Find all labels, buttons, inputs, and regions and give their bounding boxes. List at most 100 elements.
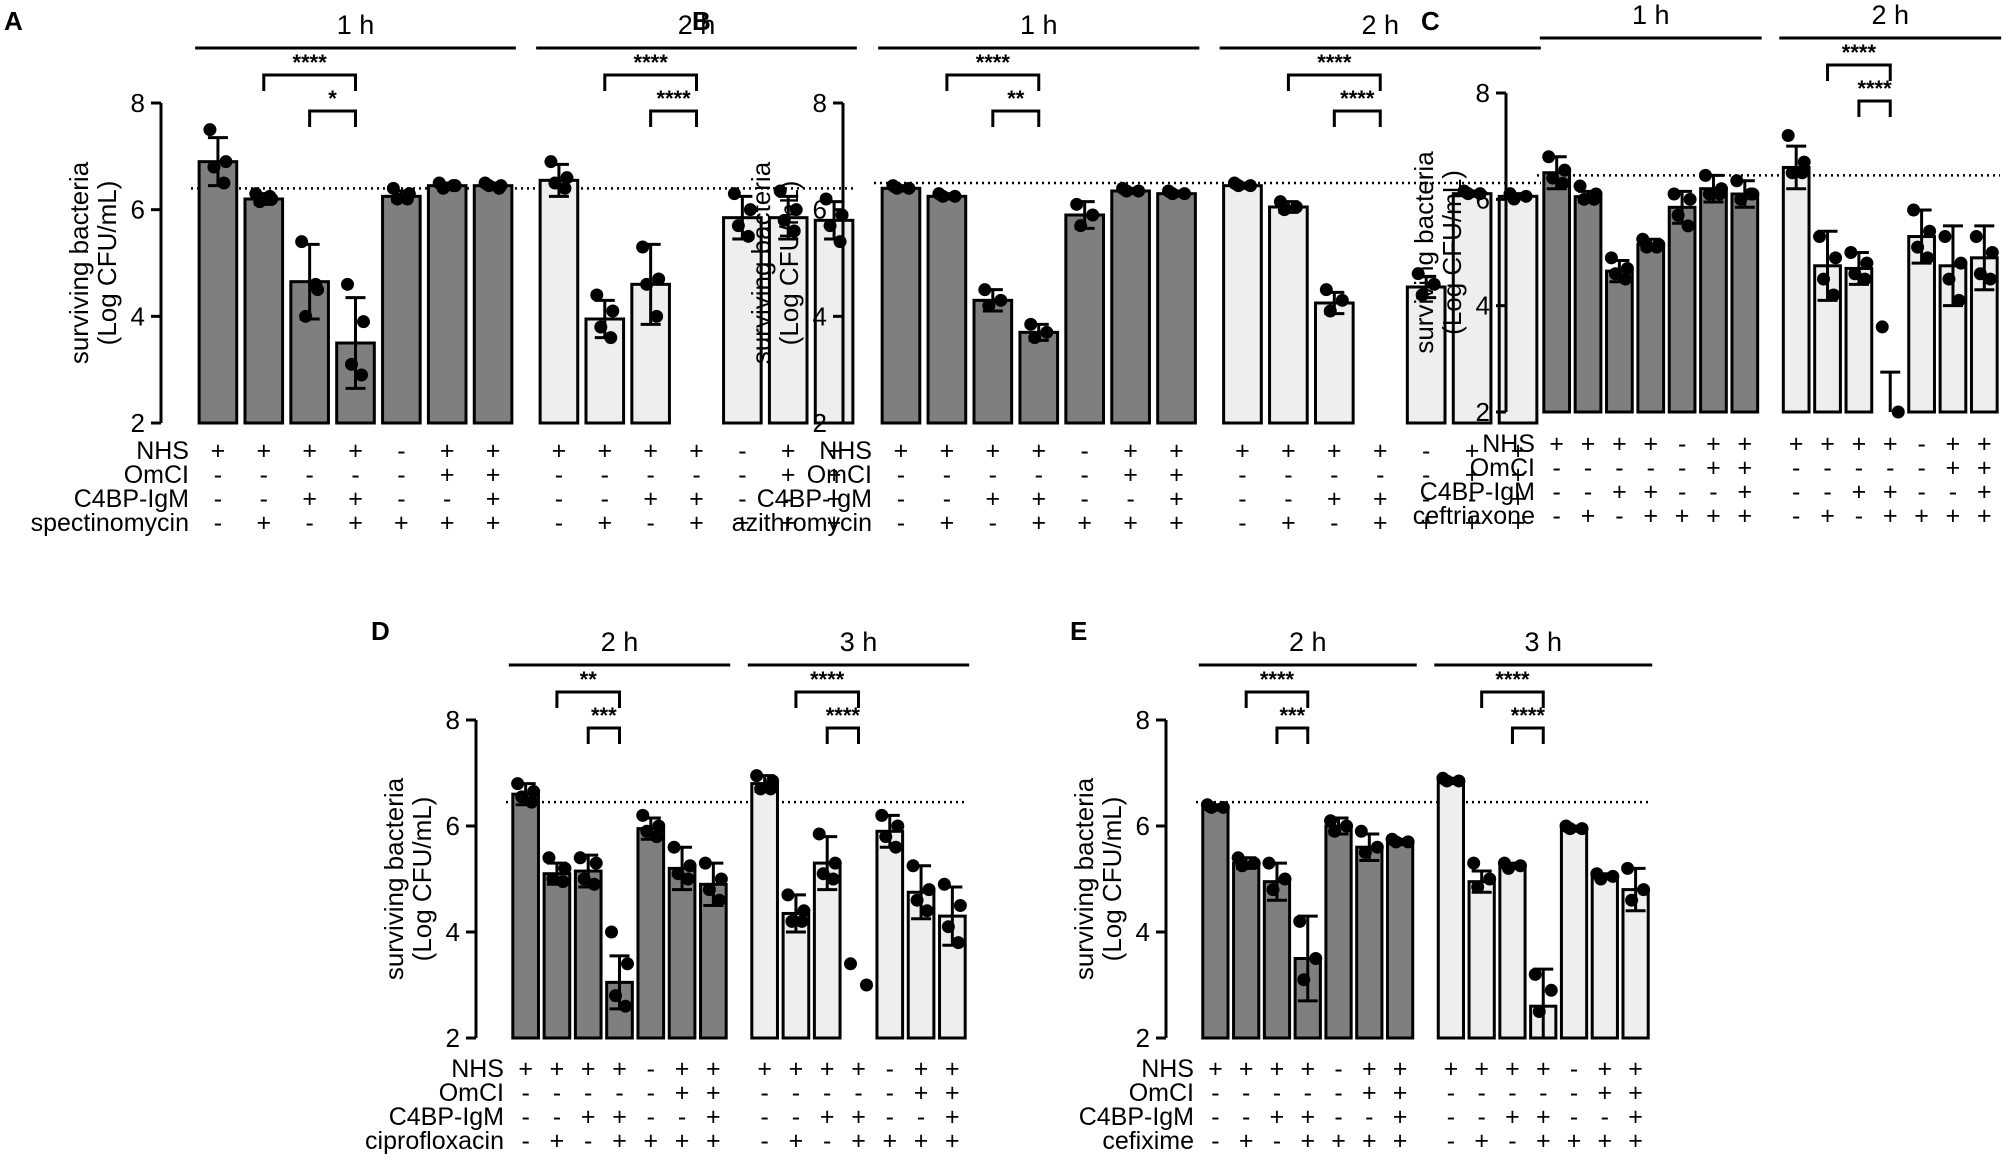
condition-sign: - <box>989 509 997 537</box>
significance-label: **** <box>1511 703 1546 728</box>
data-point <box>1620 261 1634 275</box>
data-point <box>1204 800 1218 814</box>
y-tick-label: 4 <box>1476 291 1490 321</box>
condition-sign: - <box>1584 478 1592 506</box>
data-point <box>773 184 787 198</box>
bar <box>938 914 967 1040</box>
condition-sign: - <box>1553 502 1561 530</box>
condition-sign: + <box>1300 1103 1315 1131</box>
condition-sign: + <box>1505 1103 1520 1131</box>
condition-sign: + <box>1706 502 1721 530</box>
data-point <box>671 867 685 881</box>
condition-sign: + <box>1239 1127 1254 1155</box>
condition-sign: - <box>214 485 222 513</box>
condition-sign: - <box>1035 461 1043 489</box>
significance-bracket <box>1480 690 1545 708</box>
condition-sign: - <box>1647 454 1655 482</box>
panel-c: C 2 4 6 8 surviving bacteria(Log CFU/mL) 1 h 2 … <box>1409 0 2002 530</box>
condition-sign: - <box>1917 454 1925 482</box>
data-point <box>492 181 506 195</box>
condition-sign: + <box>211 437 226 465</box>
significance-bracket <box>1286 73 1382 91</box>
condition-sign: + <box>1031 437 1046 465</box>
condition-sign: + <box>1362 1127 1377 1155</box>
data-point <box>1952 293 1966 307</box>
data-point <box>731 219 745 233</box>
condition-sign: - <box>521 1103 529 1131</box>
data-point <box>1542 150 1556 164</box>
condition-sign: + <box>440 437 455 465</box>
condition-sign: + <box>1474 1055 1489 1083</box>
condition-sign: - <box>443 485 451 513</box>
condition-row-label: NHS <box>1141 1055 1194 1083</box>
condition-sign: + <box>612 1103 627 1131</box>
data-point <box>558 181 572 195</box>
condition-sign: + <box>914 1127 929 1155</box>
data-point <box>652 272 666 286</box>
condition-sign: + <box>1505 1055 1520 1083</box>
data-point <box>1070 197 1084 211</box>
condition-sign: - <box>1570 1103 1578 1131</box>
data-point <box>1637 883 1651 897</box>
y-tick-label: 4 <box>1136 917 1150 947</box>
condition-sign: + <box>612 1055 627 1083</box>
panel-d: D 2 4 6 8 surviving bacteria(Log CFU/mL) 2 h 3 … <box>365 616 970 1155</box>
significance-bracket <box>555 690 621 708</box>
condition-sign: + <box>256 437 271 465</box>
data-point <box>1813 230 1827 244</box>
data-point <box>1216 800 1230 814</box>
bar <box>1201 805 1230 1040</box>
condition-sign: + <box>612 1127 627 1155</box>
bar <box>636 827 666 1040</box>
bar <box>972 298 1014 425</box>
data-point <box>253 195 267 209</box>
bar <box>1636 243 1666 414</box>
significance-bracket <box>1275 726 1310 744</box>
data-point <box>920 904 934 918</box>
condition-sign: + <box>781 509 796 537</box>
condition-sign: - <box>214 509 222 537</box>
data-point <box>1178 187 1192 201</box>
data-point <box>1681 219 1695 233</box>
significance-label: **** <box>1317 50 1352 75</box>
data-point <box>556 875 570 889</box>
data-point <box>816 867 830 881</box>
condition-sign: - <box>1126 485 1134 513</box>
data-point <box>902 181 916 195</box>
condition-sign: - <box>823 1127 831 1155</box>
bar <box>289 280 330 425</box>
condition-sign: + <box>348 485 363 513</box>
condition-sign: - <box>601 461 609 489</box>
significance-bracket <box>794 690 860 708</box>
condition-sign: - <box>305 461 313 489</box>
condition-sign: - <box>943 461 951 489</box>
condition-sign: - <box>1553 478 1561 506</box>
data-point <box>1829 251 1843 265</box>
data-point <box>609 989 622 1003</box>
condition-sign: - <box>1334 1079 1342 1107</box>
data-point <box>1730 174 1744 188</box>
y-tick-label: 8 <box>131 88 145 118</box>
data-point <box>1501 861 1515 875</box>
time-label: 3 h <box>840 627 878 657</box>
condition-sign: - <box>760 1127 768 1155</box>
y-tick-label: 2 <box>813 408 827 438</box>
condition-sign: + <box>1373 437 1388 465</box>
condition-sign: - <box>854 1079 862 1107</box>
condition-sign: - <box>1792 478 1800 506</box>
condition-sign: + <box>1511 437 1526 465</box>
significance-label: **** <box>810 667 845 692</box>
bar <box>1110 189 1151 425</box>
condition-sign: - <box>1081 437 1089 465</box>
data-point <box>341 277 354 291</box>
data-point <box>910 893 924 907</box>
condition-sign: - <box>397 485 405 513</box>
condition-sign: - <box>1447 1079 1455 1107</box>
condition-sign: - <box>1447 1103 1455 1131</box>
condition-sign: - <box>214 461 222 489</box>
bar <box>197 160 239 425</box>
data-point <box>357 315 370 329</box>
condition-sign: - <box>615 1079 623 1107</box>
condition-sign: + <box>1511 485 1526 513</box>
data-point <box>1625 893 1639 907</box>
